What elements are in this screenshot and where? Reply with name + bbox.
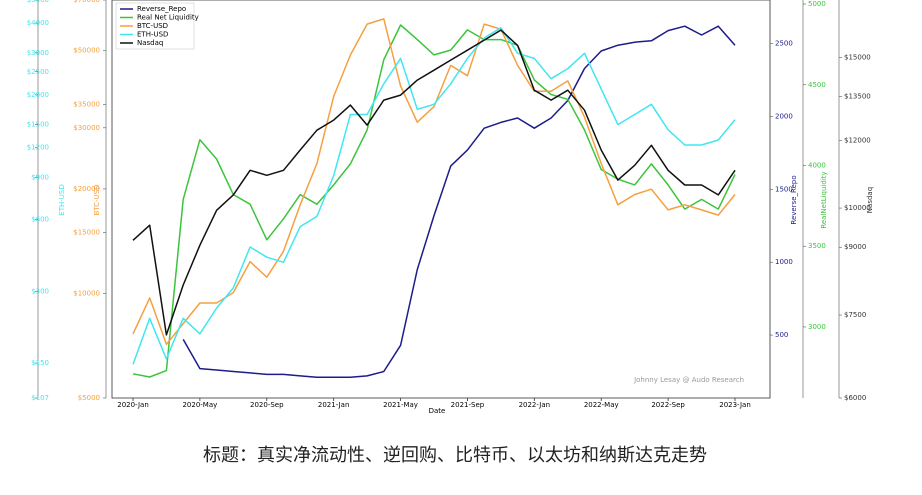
y-tick-label: $9000 bbox=[844, 243, 866, 251]
legend-label: Reverse_Repo bbox=[137, 5, 186, 13]
y-tick-label: $20000 bbox=[73, 185, 100, 193]
series-line bbox=[182, 25, 736, 379]
y-tick-label: 2000 bbox=[775, 113, 793, 121]
y-tick-label: $4000 bbox=[27, 19, 49, 27]
plot-frame bbox=[111, 0, 771, 399]
legend-label: BTC-USD bbox=[137, 22, 168, 30]
series-line bbox=[132, 27, 736, 365]
x-axis-label: Date bbox=[429, 407, 446, 415]
y-tick-label: $35000 bbox=[73, 101, 100, 109]
y-tick-label: 1000 bbox=[775, 258, 793, 266]
y-tick-label: 4000 bbox=[808, 161, 826, 169]
y-tick-label: $10000 bbox=[844, 204, 871, 212]
x-tick-label: 2022-Sep bbox=[651, 401, 685, 409]
x-tick-label: 2020-Sep bbox=[250, 401, 284, 409]
y-tick-label: $300 bbox=[31, 287, 49, 295]
y-tick-label: $30000 bbox=[73, 124, 100, 132]
caption: 标题：真实净流动性、逆回购、比特币、以太坊和纳斯达克走势 bbox=[203, 445, 707, 466]
y-tick-label: $2500 bbox=[27, 68, 49, 76]
x-tick-label: 2020-Jan bbox=[117, 401, 149, 409]
legend-label: ETH-USD bbox=[137, 31, 168, 39]
y-tick-label: $5000 bbox=[27, 0, 49, 4]
series-line bbox=[132, 29, 736, 336]
y-axis-label: Reverse_Repo bbox=[790, 175, 798, 224]
x-tick-label: 2021-Sep bbox=[451, 401, 485, 409]
y-tick-label: $6000 bbox=[844, 394, 866, 402]
y-axis-label: Nasdaq bbox=[866, 187, 874, 213]
y-tick-label: 500 bbox=[775, 331, 788, 339]
legend-label: Real Net Liquidity bbox=[137, 14, 199, 22]
y-tick-label: $12000 bbox=[844, 136, 871, 144]
x-tick-label: 2023-Jan bbox=[719, 401, 751, 409]
y-tick-label: $50000 bbox=[73, 47, 100, 55]
x-tick-label: 2021-May bbox=[383, 401, 418, 409]
y-tick-label: $13500 bbox=[844, 92, 871, 100]
y-axis-label: ETH-USD bbox=[58, 184, 66, 215]
y-tick-label: 2500 bbox=[775, 40, 793, 48]
y-tick-label: $10000 bbox=[73, 289, 100, 297]
y-tick-label: $15000 bbox=[844, 53, 871, 61]
x-tick-label: 2022-May bbox=[584, 401, 619, 409]
y-tick-label: $3000 bbox=[27, 49, 49, 57]
y-tick-label: $1500 bbox=[27, 121, 49, 129]
y-axis-label: RealNetLiquidity bbox=[820, 171, 828, 228]
x-tick-label: 2022-Jan bbox=[519, 401, 551, 409]
y-tick-label: $150 bbox=[31, 359, 49, 367]
y-tick-label: 4500 bbox=[808, 81, 826, 89]
y-tick-label: $900 bbox=[31, 174, 49, 182]
y-tick-label: $1200 bbox=[27, 144, 49, 152]
legend-label: Nasdaq bbox=[137, 39, 163, 47]
y-tick-label: $107 bbox=[31, 394, 49, 402]
y-tick-label: $5000 bbox=[78, 394, 100, 402]
y-axis-label: BTC-USD bbox=[93, 184, 101, 215]
y-tick-label: 5000 bbox=[808, 0, 826, 8]
y-tick-label: 1500 bbox=[775, 185, 793, 193]
x-tick-label: 2020-May bbox=[182, 401, 217, 409]
y-tick-label: $600 bbox=[31, 216, 49, 224]
series-line bbox=[132, 24, 736, 378]
y-tick-label: 3000 bbox=[808, 323, 826, 331]
series-line bbox=[132, 18, 736, 346]
y-tick-label: $2000 bbox=[27, 91, 49, 99]
x-tick-label: 2021-Jan bbox=[318, 401, 350, 409]
y-tick-label: $15000 bbox=[73, 228, 100, 236]
watermark: Johnny Lesay @ Audo Research bbox=[633, 376, 744, 384]
y-tick-label: $70000 bbox=[73, 0, 100, 4]
y-tick-label: $7500 bbox=[844, 311, 866, 319]
y-tick-label: 3500 bbox=[808, 242, 826, 250]
